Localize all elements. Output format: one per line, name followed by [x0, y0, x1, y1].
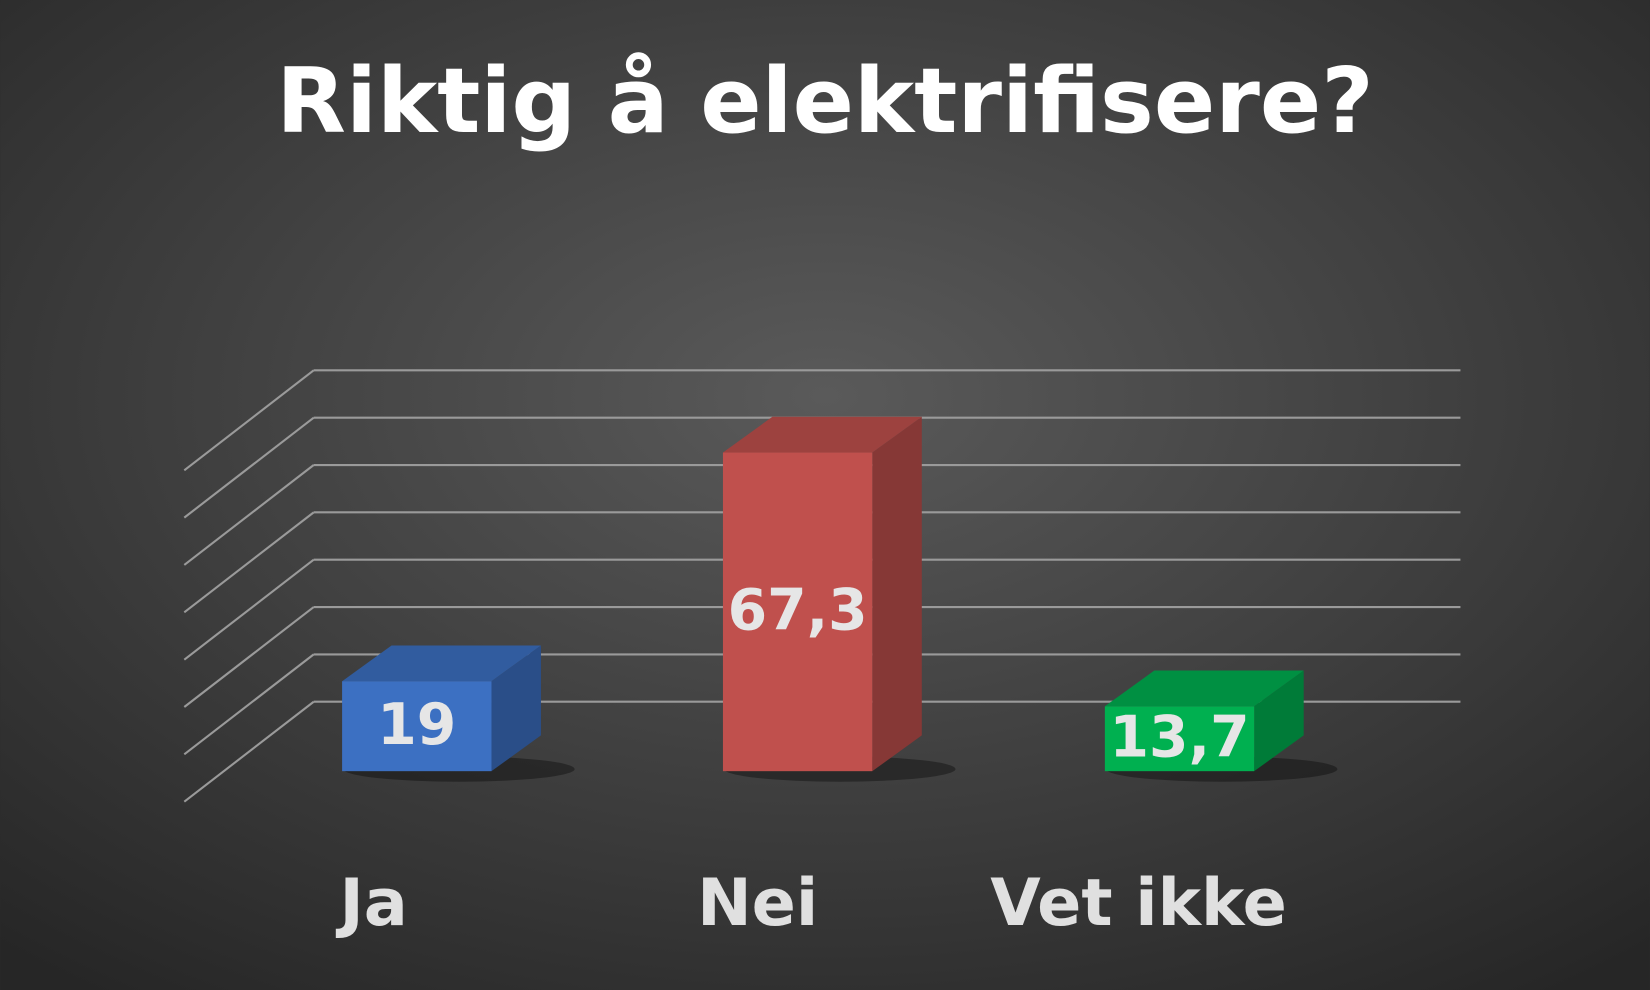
bar-top — [342, 645, 541, 682]
grid-line-side — [183, 700, 315, 803]
grid-line-side — [183, 416, 315, 519]
chart-title: Riktig å elektrifisere? — [276, 49, 1373, 154]
bar-top — [1104, 670, 1304, 707]
x-tick-label: Vet ikke — [990, 865, 1287, 941]
grid-line-side — [183, 606, 315, 708]
bar-top — [722, 416, 922, 453]
value-label: 19 — [377, 692, 456, 758]
grid-line-side — [183, 511, 315, 614]
value-label: 13,7 — [1109, 704, 1249, 770]
bar — [1104, 706, 1255, 772]
grid-line-side — [183, 464, 315, 566]
grid-line-side — [183, 369, 315, 472]
grid-line-side — [183, 653, 315, 756]
bar-side — [491, 645, 541, 772]
bar — [342, 681, 492, 772]
bar — [722, 452, 873, 772]
value-label: 67,3 — [728, 578, 868, 644]
x-tick-label: Nei — [697, 865, 818, 941]
bar-side — [872, 416, 922, 772]
bar-side — [1254, 670, 1304, 772]
x-tick-label: Ja — [336, 865, 408, 941]
grid-line-side — [183, 558, 315, 661]
